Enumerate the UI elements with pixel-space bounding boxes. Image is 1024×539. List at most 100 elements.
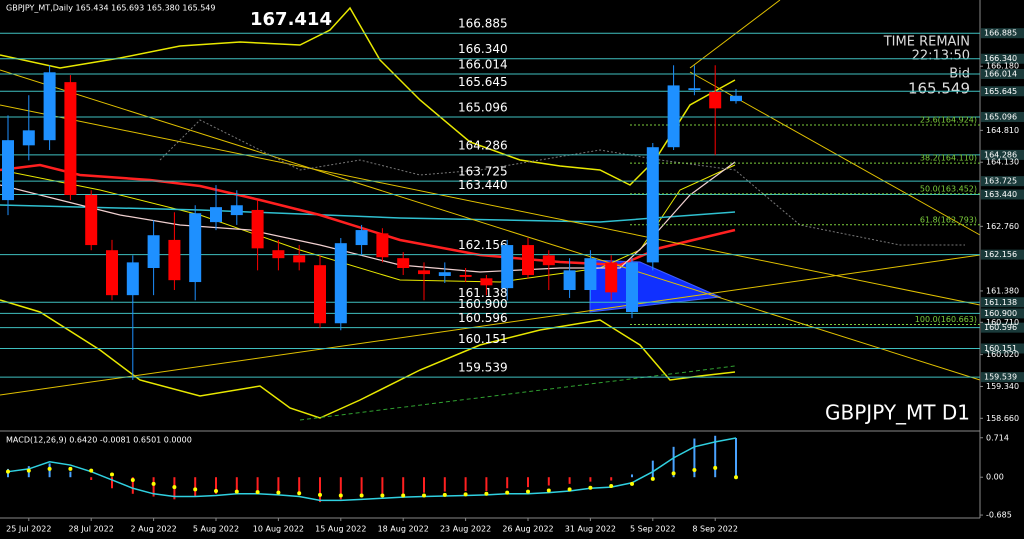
candle-body	[667, 85, 680, 148]
price-axis-label: 164.286	[984, 150, 1017, 159]
candle-body	[272, 250, 285, 259]
fib-label: 61.8(162.793)	[920, 215, 977, 224]
signal-dot	[130, 477, 135, 482]
macd-title: MACD(12,26,9) 0.6420 -0.0081 0.6501 0.00…	[6, 436, 192, 445]
candle-body	[709, 91, 722, 109]
macd-axis-label: 0.00	[986, 473, 1004, 482]
price-axis-label: 164.810	[986, 126, 1019, 135]
level-label: 161.138	[458, 286, 508, 300]
price-axis-label: 160.596	[984, 323, 1017, 332]
price-axis-label: 165.096	[984, 112, 1017, 121]
candle-body	[459, 275, 472, 277]
signal-dot	[214, 489, 218, 494]
signal-dot	[630, 481, 634, 486]
time-remain: 22:13:50	[912, 49, 970, 64]
trendline	[689, 0, 781, 69]
price-axis-label: 160.900	[984, 309, 1017, 318]
fib-label: 38.2(164.110)	[920, 154, 977, 163]
price-axis-label: 164.130	[986, 158, 1019, 167]
candle-body	[334, 243, 347, 324]
candle-body	[688, 88, 701, 91]
moving-average-red	[0, 163, 736, 267]
candle-body	[397, 258, 410, 269]
x-tick-label: 5 Sep 2022	[630, 525, 676, 534]
bid-value: 165.549	[908, 80, 970, 98]
candle-body	[22, 130, 35, 146]
moving-average-cyan	[0, 204, 736, 223]
fib-label: 23.6(164.924)	[920, 116, 977, 125]
level-label: 164.286	[458, 138, 508, 152]
candle-body	[85, 194, 98, 246]
level-label: 165.645	[458, 75, 508, 89]
fib-label: 100.0(160.663)	[915, 315, 977, 324]
bollinger-mid	[0, 164, 736, 283]
candle-body	[376, 233, 389, 258]
x-tick-label: 8 Sep 2022	[692, 525, 738, 534]
signal-dot	[318, 492, 322, 497]
price-axis-label: 163.725	[984, 177, 1017, 186]
price-axis-label: 160.020	[986, 350, 1019, 359]
price-axis-label: 159.340	[986, 382, 1019, 391]
price-axis-label: 165.645	[984, 87, 1017, 96]
candle-body	[251, 209, 264, 249]
level-label: 162.156	[458, 238, 508, 252]
signal-dot	[567, 487, 572, 492]
price-axis-label: 160.151	[984, 344, 1017, 353]
trendline	[0, 69, 981, 381]
price-axis-label: 160.710	[986, 318, 1019, 327]
candle-body	[522, 245, 534, 276]
candle-body	[730, 95, 742, 102]
x-tick-label: 5 Aug 2022	[193, 525, 239, 534]
x-tick-label: 23 Aug 2022	[440, 525, 491, 534]
price-label-box	[981, 53, 1024, 64]
candle-body	[605, 262, 618, 293]
level-label: 160.596	[458, 311, 508, 325]
candle-body	[106, 250, 118, 296]
candle-body	[189, 213, 202, 283]
candle-body	[584, 258, 597, 291]
price-label-box	[981, 297, 1024, 308]
signal-dot	[234, 489, 239, 494]
cloud-line	[159, 119, 965, 246]
signal-dot	[505, 490, 510, 495]
level-label: 159.539	[458, 361, 508, 375]
price-axis-label: 166.885	[984, 29, 1017, 38]
price-label-box	[981, 111, 1024, 122]
signal-dot	[671, 471, 676, 476]
price-label-box	[981, 176, 1024, 187]
signal-dot	[609, 484, 614, 489]
signal-dot	[6, 469, 10, 474]
macd-line	[7, 437, 737, 502]
signal-dot	[338, 493, 343, 498]
signal-dot	[380, 493, 385, 498]
signal-dot	[401, 493, 406, 498]
x-tick-label: 31 Aug 2022	[565, 525, 616, 534]
candle-body	[210, 207, 222, 223]
x-tick-label: 28 Jul 2022	[69, 525, 114, 534]
signal-dot	[546, 488, 551, 493]
level-label: 160.151	[458, 332, 508, 346]
candle-body	[626, 262, 638, 313]
signal-dot	[68, 466, 73, 471]
signal-dot	[110, 472, 114, 477]
level-label: 160.900	[458, 297, 508, 311]
macd-axis-label: 0.714	[986, 433, 1009, 442]
signal-dot	[89, 468, 94, 473]
signal-dot	[734, 475, 738, 480]
price-label-box	[981, 189, 1024, 200]
signal-dot	[26, 468, 31, 473]
price-label-box	[981, 68, 1024, 79]
candle-body	[542, 255, 555, 266]
candle-body	[480, 278, 493, 286]
price-label-box	[981, 343, 1024, 354]
price-axis-label: 166.014	[984, 69, 1017, 78]
candle-body	[147, 235, 160, 269]
candle-body	[2, 140, 14, 201]
price-axis-label: 166.340	[984, 54, 1017, 63]
x-tick-label: 26 Aug 2022	[502, 525, 553, 534]
bollinger-lower	[0, 299, 736, 419]
x-tick-label: 10 Aug 2022	[253, 525, 304, 534]
price-axis-label: 158.660	[986, 414, 1019, 423]
candle-body	[418, 270, 430, 275]
